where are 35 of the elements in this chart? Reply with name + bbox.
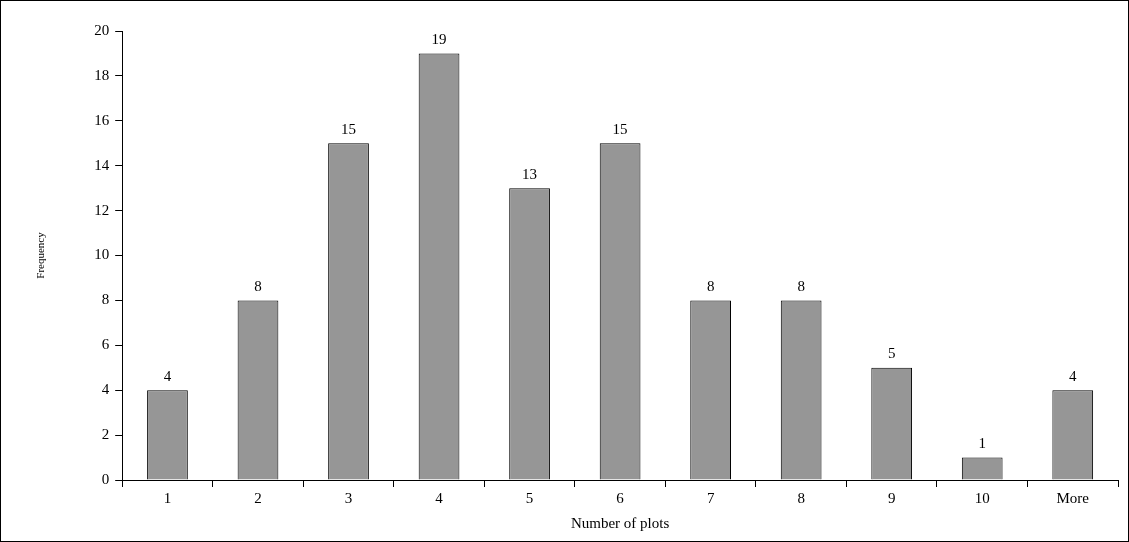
y-tick-label: 18	[94, 66, 110, 83]
x-tick-label: More	[1056, 489, 1090, 506]
x-tick-label: 7	[706, 489, 715, 506]
data-label: 1	[978, 434, 986, 451]
x-tick-label: 9	[887, 489, 896, 506]
y-tick-label: 6	[101, 336, 110, 353]
y-tick-label: 12	[94, 201, 110, 218]
y-tick-label: 14	[94, 156, 110, 173]
x-tick-label: 4	[435, 489, 444, 506]
y-tick-label: 16	[94, 111, 110, 128]
data-label: 15	[612, 120, 628, 137]
x-tick-label: 3	[344, 489, 353, 506]
x-axis-title: Number of plots	[570, 514, 670, 531]
y-tick-label: 4	[101, 381, 110, 398]
y-tick-label: 20	[94, 21, 110, 38]
x-tick-label: 2	[254, 489, 262, 506]
x-tick-label: 10	[974, 489, 990, 506]
x-tick-label: 6	[616, 489, 625, 506]
x-tick-label: 8	[797, 489, 805, 506]
y-axis-title: Frequency	[34, 231, 47, 279]
data-label: 4	[1068, 367, 1077, 384]
y-tick-label: 0	[101, 470, 110, 487]
y-tick-label: 10	[94, 246, 110, 263]
x-tick-label: 1	[163, 489, 172, 506]
data-label: 8	[706, 277, 715, 294]
data-label: 15	[341, 120, 357, 137]
y-tick-label: 8	[101, 291, 110, 308]
data-label: 5	[887, 345, 896, 362]
data-label: 4	[163, 367, 172, 384]
y-tick-label: 2	[101, 426, 110, 443]
data-label: 19	[431, 30, 447, 47]
data-label: 8	[254, 277, 262, 294]
x-tick-label: 5	[525, 489, 534, 506]
data-label: 8	[797, 277, 805, 294]
data-label: 13	[522, 165, 538, 182]
